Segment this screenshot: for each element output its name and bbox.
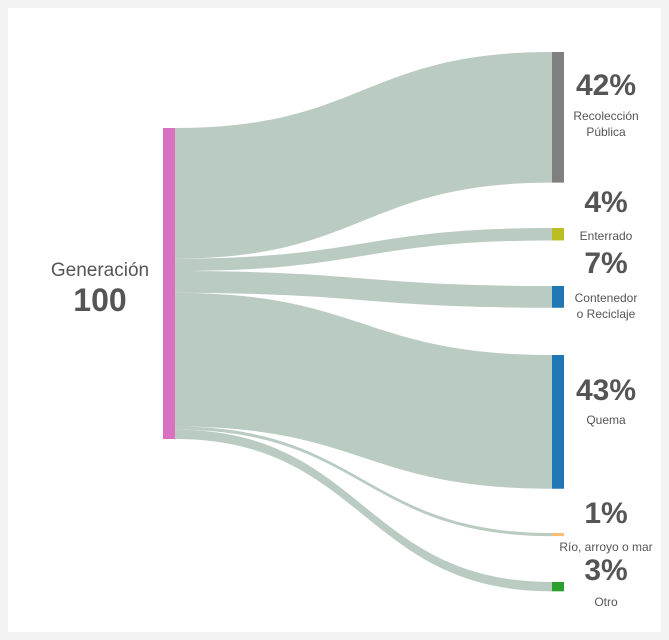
links	[175, 52, 552, 592]
target-node	[552, 286, 564, 308]
node-label: Otro	[594, 595, 618, 609]
source-label: Generación	[51, 260, 149, 281]
value-label: 43%	[576, 374, 636, 407]
target-node	[552, 228, 564, 241]
node-label: Enterrado	[580, 229, 633, 243]
node-label: Pública	[586, 125, 626, 139]
link	[175, 292, 552, 489]
link	[175, 426, 552, 537]
target-node	[552, 582, 564, 592]
source-value: 100	[73, 282, 126, 318]
value-label: 1%	[584, 497, 627, 530]
value-label: 7%	[584, 247, 627, 280]
link	[175, 271, 552, 308]
value-label: 4%	[584, 186, 627, 219]
target-node	[552, 52, 564, 183]
link	[175, 228, 552, 272]
link	[175, 52, 552, 259]
value-label: 42%	[576, 69, 636, 102]
value-label: 3%	[584, 554, 627, 587]
node-label: Quema	[586, 413, 626, 427]
target-node	[552, 355, 564, 489]
source-node	[163, 128, 175, 439]
link	[175, 429, 552, 592]
node-label: Recolección	[573, 109, 638, 123]
node-label: Río, arroyo o mar	[559, 540, 652, 554]
node-label: o Reciclaje	[577, 307, 636, 321]
node-label: Contenedor	[575, 291, 638, 305]
target-node	[552, 533, 564, 537]
